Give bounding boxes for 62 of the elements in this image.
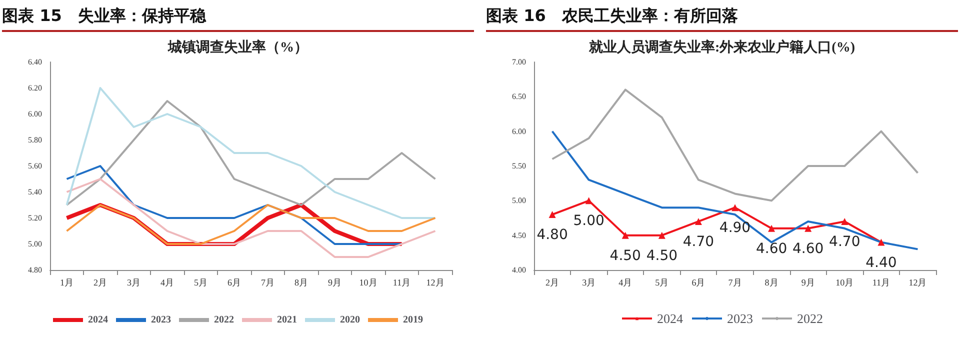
x-tick-label: 6月: [692, 278, 706, 288]
x-tick-label: 9月: [328, 278, 342, 288]
x-tick-label: 12月: [908, 278, 927, 288]
legend-label: 2021: [277, 314, 297, 326]
y-tick-label: 5.60: [28, 162, 42, 170]
chart-title: 图表 16 农民工失业率：有所回落: [486, 4, 958, 32]
x-tick-label: 10月: [359, 278, 378, 288]
y-tick-label: 6.00: [512, 126, 526, 136]
legend-label: 2022: [797, 311, 823, 326]
x-tick-label: 12月: [426, 278, 444, 288]
y-tick-label: 6.00: [28, 110, 42, 118]
y-tick-label: 6.40: [28, 58, 42, 66]
y-tick-label: 6.50: [512, 92, 526, 102]
legend-label: 2023: [727, 311, 753, 326]
data-label: 4.80: [536, 227, 568, 244]
data-label: 4.50: [610, 248, 641, 264]
data-label: 5.00: [573, 213, 604, 230]
y-tick-label: 5.00: [512, 196, 526, 206]
data-label: 4.60: [792, 240, 824, 257]
x-tick-label: 11月: [872, 278, 890, 288]
x-tick-label: 11月: [392, 278, 411, 288]
x-tick-label: 1月: [60, 278, 74, 288]
data-label: 4.40: [866, 254, 897, 271]
x-tick-label: 8月: [294, 278, 308, 288]
y-tick-label: 5.00: [28, 240, 42, 248]
data-label: 4.70: [829, 234, 860, 250]
y-tick-label: 5.20: [28, 214, 42, 222]
data-label: 4.50: [646, 248, 678, 264]
y-tick-label: 5.50: [512, 162, 526, 170]
chart-subtitle: 城镇调查失业率（%）: [167, 38, 308, 56]
x-tick-label: 5月: [194, 278, 208, 288]
x-tick-label: 4月: [618, 278, 632, 288]
legend-label: 2020: [340, 314, 360, 326]
chart-subtitle: 就业人员调查失业率:外来农业户籍人口(%): [588, 38, 856, 56]
y-tick-label: 4.50: [512, 230, 526, 240]
x-tick-label: 4月: [160, 278, 174, 288]
x-tick-label: 3月: [127, 278, 140, 288]
chart-title: 图表 15 失业率：保持平稳: [2, 4, 474, 32]
x-tick-label: 7月: [728, 278, 742, 288]
legend-label: 2024: [657, 311, 684, 326]
x-tick-label: 5月: [655, 278, 669, 288]
x-tick-label: 6月: [228, 278, 241, 288]
data-label: 4.90: [719, 220, 751, 236]
y-tick-label: 4.80: [28, 266, 42, 274]
data-label: 4.70: [682, 234, 714, 250]
y-tick-label: 6.20: [28, 84, 42, 92]
x-tick-label: 3月: [582, 278, 596, 288]
y-tick-label: 7.00: [512, 58, 526, 66]
x-tick-label: 2月: [94, 278, 107, 288]
data-label: 4.60: [756, 240, 788, 257]
y-tick-label: 5.80: [28, 136, 42, 144]
legend-label: 2022: [214, 314, 234, 326]
x-tick-label: 7月: [261, 278, 274, 288]
legend-label: 2024: [88, 314, 108, 326]
y-tick-label: 5.40: [28, 188, 42, 196]
x-tick-label: 8月: [764, 278, 778, 288]
legend-label: 2019: [403, 314, 423, 326]
x-tick-label: 2月: [546, 278, 560, 288]
legend-label: 2023: [151, 314, 171, 326]
x-tick-label: 10月: [836, 278, 854, 288]
y-tick-label: 4.00: [512, 266, 526, 274]
x-tick-label: 9月: [801, 278, 815, 288]
